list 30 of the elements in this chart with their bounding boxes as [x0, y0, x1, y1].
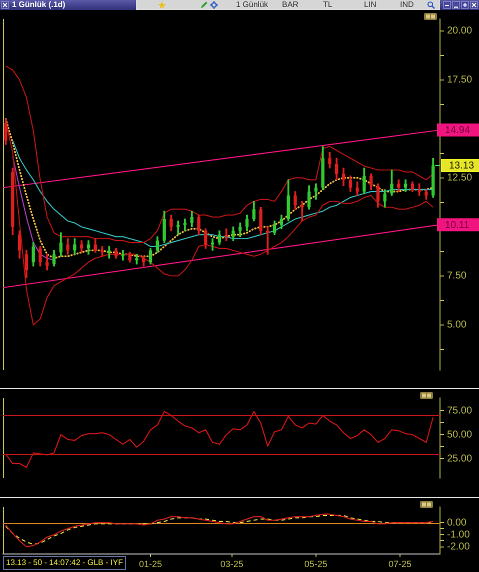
y-tick-label: 7.50 — [447, 270, 467, 282]
y-tick-label: 0.00 — [447, 517, 467, 528]
y-tick-label: 17.50 — [447, 74, 472, 86]
candlestick — [418, 183, 421, 196]
text: IND — [400, 0, 414, 10]
x-tick-label: 03-25 — [220, 558, 244, 569]
candlestick — [108, 246, 111, 259]
annotation: 13.13 — [449, 160, 474, 172]
candlestick — [176, 220, 180, 236]
text: 1 Günlük — [236, 0, 268, 10]
y-tick-label: 75.00 — [447, 405, 472, 416]
y-tick-label: 20.00 — [447, 26, 472, 37]
y-tick-label: -1.00 — [447, 529, 470, 540]
chart-title: 1 Günlük (.1d) — [12, 0, 66, 10]
data-label: 14.94 — [445, 125, 470, 136]
text: TL — [323, 0, 332, 10]
y-tick-label: 50.00 — [447, 429, 472, 440]
y-tick-label: 25.00 — [447, 453, 472, 464]
y-tick-label: -2.00 — [447, 542, 470, 553]
x-tick-label: 07-25 — [388, 558, 412, 569]
text: LIN — [364, 0, 376, 10]
x-tick-label: 05-25 — [304, 558, 328, 569]
y-tick-label: 5.00 — [447, 320, 467, 331]
data-label: 10.11 — [445, 220, 470, 231]
text: BAR — [282, 0, 298, 10]
y-tick-label: 12.50 — [447, 172, 472, 184]
x-tick-label: 01-25 — [138, 558, 162, 569]
candlestick — [183, 218, 187, 232]
text: 13.13 - 50 - 14:07:42 - GLB - IYF — [3, 556, 126, 570]
candlestick — [224, 228, 228, 241]
